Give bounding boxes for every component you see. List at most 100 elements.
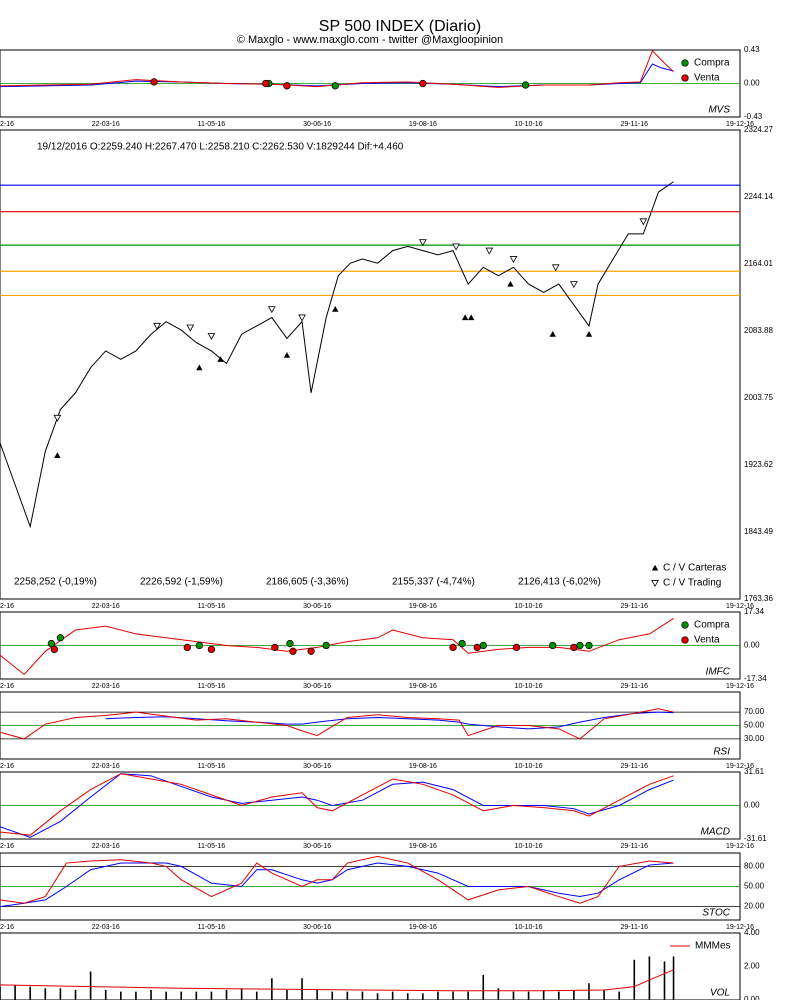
legend-swatch	[681, 636, 689, 644]
volume-bar	[331, 991, 334, 1000]
signal-marker	[286, 639, 294, 648]
volume-bar	[59, 988, 62, 1000]
x-tick-label: 19-12-16	[726, 121, 754, 128]
series-line	[0, 862, 674, 908]
signal-marker	[576, 641, 584, 650]
volume-bar	[255, 991, 258, 1000]
panel-label: STOC	[702, 908, 730, 919]
x-tick-label: 19-08-16	[409, 603, 437, 610]
volume-bar	[406, 993, 409, 1000]
x-tick-label: 11-05-16	[198, 763, 226, 770]
volume-bar	[44, 988, 47, 1000]
x-tick-label: 19-08-16	[409, 121, 437, 128]
x-tick-label: 19-08-16	[409, 683, 437, 690]
volume-bar	[286, 989, 288, 1000]
volume-bar	[316, 989, 318, 1000]
legend-label: C / V Carteras	[663, 563, 726, 574]
panel-label: MVS	[708, 105, 730, 116]
x-tick-label: 29-11-16	[621, 121, 649, 128]
x-tick-label: 11-05-16	[198, 603, 226, 610]
x-tick-label: 19-08-16	[409, 924, 437, 931]
signal-marker	[549, 331, 556, 337]
signal-marker	[283, 351, 291, 358]
y-tick-label: -17.34	[744, 674, 767, 683]
x-tick-label: 02-02-16	[0, 763, 14, 770]
signal-marker	[153, 322, 161, 330]
level-label: 2226,592 (-1,59%)	[140, 577, 223, 588]
series-line	[0, 618, 674, 676]
volume-bar	[225, 989, 228, 1000]
volume-bar	[557, 991, 560, 1000]
volume-bar	[74, 989, 77, 1000]
volume-bar	[29, 986, 32, 1000]
x-tick-label: 29-11-16	[621, 843, 649, 850]
x-tick-label: 02-02-16	[0, 843, 14, 850]
series-line	[0, 181, 674, 529]
series-line	[0, 63, 674, 88]
y-tick-label: 50.00	[744, 721, 765, 730]
signal-marker	[47, 639, 55, 648]
panel-label: VOL	[710, 988, 730, 999]
x-tick-label: 10-10-16	[515, 121, 543, 128]
chart-subtitle: © Maxglo - www.maxglo.com - twitter @Max…	[237, 34, 503, 46]
panel-frame	[0, 129, 741, 600]
x-tick-label: 10-10-16	[515, 843, 543, 850]
y-tick-label: 1843.49	[744, 527, 773, 536]
signal-marker	[53, 414, 62, 422]
legend-label: MMMes	[695, 941, 731, 952]
signal-marker	[549, 641, 557, 650]
y-tick-label: 2164.01	[744, 259, 773, 268]
signal-marker	[54, 452, 61, 459]
signal-marker	[50, 645, 59, 654]
x-tick-label: 22-03-16	[92, 763, 120, 770]
signal-marker	[449, 643, 457, 652]
legend-swatch	[651, 580, 659, 588]
signal-marker	[570, 643, 578, 652]
signal-marker	[473, 643, 481, 652]
series-line	[0, 855, 674, 904]
volume-bar	[588, 983, 590, 1000]
x-tick-label: 19-12-16	[726, 843, 754, 850]
x-tick-label: 29-11-16	[621, 763, 649, 770]
volume-bar	[14, 984, 16, 1000]
volume-bar	[89, 971, 92, 1000]
x-tick-label: 30-06-16	[303, 121, 331, 128]
signal-marker	[467, 314, 475, 321]
volume-bar	[467, 991, 469, 1000]
legend-swatch	[651, 564, 659, 571]
x-tick-label: 02-02-16	[0, 603, 14, 610]
volume-bar	[512, 991, 515, 1000]
x-tick-label: 02-02-16	[0, 121, 14, 128]
volume-bar	[135, 991, 137, 1000]
y-tick-label: 0.00	[744, 801, 760, 810]
x-tick-label: 22-03-16	[92, 924, 120, 931]
signal-marker	[452, 243, 460, 251]
y-tick-label: 0.00	[744, 995, 760, 1000]
x-tick-label: 30-06-16	[303, 924, 331, 931]
volume-bar	[376, 993, 379, 1000]
y-tick-label: 17.34	[744, 607, 765, 616]
volume-bar	[633, 959, 636, 1000]
x-tick-label: 22-03-16	[92, 843, 120, 850]
signal-marker	[569, 281, 578, 289]
level-label: 2258,252 (-0,19%)	[14, 577, 97, 588]
legend-label: C / V Trading	[663, 578, 721, 589]
volume-bar	[618, 991, 620, 1000]
x-tick-label: 30-06-16	[303, 683, 331, 690]
legend-label: Venta	[694, 73, 720, 84]
y-tick-label: 2003.75	[744, 393, 773, 402]
signal-marker	[298, 314, 306, 322]
x-tick-label: 02-02-16	[0, 924, 14, 931]
x-tick-label: 11-05-16	[198, 121, 226, 128]
y-tick-label: 20.00	[744, 902, 765, 911]
volume-bar	[482, 974, 485, 1000]
x-tick-label: 29-11-16	[621, 924, 649, 931]
x-tick-label: 29-11-16	[621, 603, 649, 610]
y-tick-label: 2083.88	[744, 326, 773, 335]
y-tick-label: 31.61	[744, 767, 765, 776]
signal-marker	[418, 239, 427, 247]
signal-marker	[331, 82, 339, 90]
legend-swatch	[681, 74, 689, 82]
signal-marker	[485, 247, 494, 255]
series-line	[0, 49, 674, 88]
